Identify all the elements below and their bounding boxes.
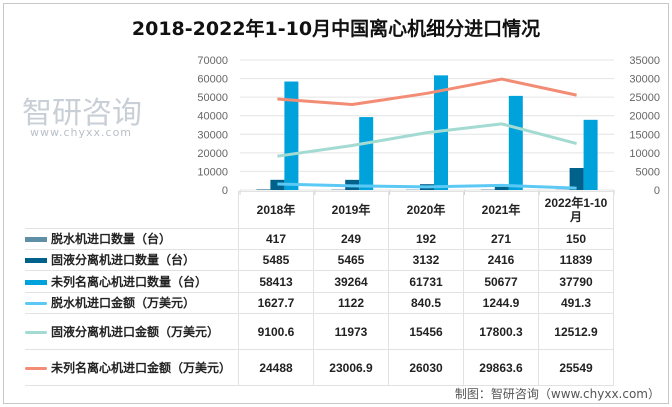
series-name: 脱水机进口数量（台） bbox=[51, 232, 172, 246]
series-name: 脱水机进口金额（万美元） bbox=[51, 296, 196, 310]
bar-2 bbox=[508, 95, 523, 190]
left-axis-tick: 10000 bbox=[197, 166, 228, 178]
right-axis-tick: 25000 bbox=[629, 92, 660, 104]
table-header-row: 2018年 2019年 2020年 2021年 2022年1-10月 bbox=[25, 191, 614, 229]
left-axis-tick: 70000 bbox=[197, 55, 228, 67]
line-series-1 bbox=[277, 122, 577, 158]
table-cell: 24488 bbox=[238, 349, 314, 386]
table-cell: 192 bbox=[388, 228, 464, 250]
right-axis-tick: 20000 bbox=[629, 111, 660, 123]
chart-frame bbox=[3, 3, 669, 404]
left-axis-tick: 30000 bbox=[197, 129, 228, 141]
data-table: 2018年 2019年 2020年 2021年 2022年1-10月 脱水机进口数量（台）… bbox=[25, 191, 614, 386]
category-label: 2020年 bbox=[388, 191, 464, 229]
table-row: 脱水机进口金额（万美元） 1627.7 1122 840.5 1244.9 491.3 bbox=[25, 292, 614, 314]
table-cell: 29863.6 bbox=[463, 349, 539, 386]
table-cell: 39264 bbox=[313, 270, 389, 293]
legend-swatch bbox=[25, 302, 47, 305]
table-cell: 11839 bbox=[538, 249, 614, 271]
series-name: 固液分离机进口金额（万美元） bbox=[51, 324, 220, 339]
legend-swatch bbox=[25, 330, 47, 334]
left-axis-tick: 20000 bbox=[197, 148, 228, 160]
right-axis-tick: 15000 bbox=[629, 129, 660, 141]
table-cell: 58413 bbox=[238, 270, 314, 293]
table-cell: 249 bbox=[313, 228, 389, 250]
right-axis-tick: 35000 bbox=[629, 55, 660, 67]
table-cell: 1244.9 bbox=[463, 292, 539, 314]
table-cell: 25549 bbox=[538, 349, 614, 386]
table-row: 脱水机进口数量（台） 417 249 192 271 150 bbox=[25, 228, 614, 250]
legend-swatch bbox=[25, 279, 47, 285]
series-name: 固液分离机进口数量（台） bbox=[51, 253, 196, 267]
table-cell: 26030 bbox=[388, 349, 464, 386]
legend-swatch bbox=[25, 237, 47, 242]
series-name: 未列名离心机进口金额（万美元） bbox=[51, 360, 232, 375]
table-cell: 417 bbox=[238, 228, 314, 250]
right-axis-tick: 5000 bbox=[636, 166, 660, 178]
right-axis-tick: 30000 bbox=[629, 74, 660, 86]
category-label: 2021年 bbox=[463, 191, 539, 229]
table-row: 未列名离心机进口数量（台） 58413 39264 61731 50677 37790 bbox=[25, 270, 614, 293]
line-series-0 bbox=[277, 182, 577, 190]
bar-0 bbox=[256, 189, 271, 190]
table-cell: 11973 bbox=[313, 313, 389, 350]
table-cell: 15456 bbox=[388, 313, 464, 350]
right-axis-tick: 10000 bbox=[629, 148, 660, 160]
category-label: 2018年 bbox=[238, 191, 314, 229]
left-axis-tick: 40000 bbox=[197, 111, 228, 123]
table-cell: 61731 bbox=[388, 270, 464, 293]
category-label: 2022年1-10月 bbox=[538, 191, 614, 229]
table-cell: 23006.9 bbox=[313, 349, 389, 386]
bar-1 bbox=[494, 185, 509, 190]
table-row: 未列名离心机进口金额（万美元） 24488 23006.9 26030 29863.6 2… bbox=[25, 349, 614, 386]
table-cell: 17800.3 bbox=[463, 313, 539, 350]
bar-2 bbox=[434, 75, 448, 190]
right-axis-tick: 0 bbox=[654, 185, 660, 197]
table-cell: 5465 bbox=[313, 249, 389, 271]
table-cell: 150 bbox=[538, 228, 614, 250]
table-cell: 1627.7 bbox=[238, 292, 314, 314]
left-axis-tick: 50000 bbox=[197, 92, 228, 104]
legend-swatch bbox=[25, 258, 47, 263]
watermark-logo: 智研咨询 bbox=[22, 96, 142, 131]
table-row: 固液分离机进口数量（台） 5485 5465 3132 2416 11839 bbox=[25, 249, 614, 271]
watermark-url: www.chyxx.com bbox=[30, 126, 133, 139]
table-cell: 37790 bbox=[538, 270, 614, 293]
chart-title: 2018-2022年1-10月中国离心机细分进口情况 bbox=[131, 18, 541, 40]
table-cell: 12512.9 bbox=[538, 313, 614, 350]
bar-0 bbox=[480, 189, 495, 190]
table-cell: 50677 bbox=[463, 270, 539, 293]
table-cell: 5485 bbox=[238, 249, 314, 271]
series-name: 未列名离心机进口数量（台） bbox=[51, 274, 208, 289]
table-row: 固液分离机进口金额（万美元） 9100.6 11973 15456 17800.3 125… bbox=[25, 313, 614, 350]
table-cell: 9100.6 bbox=[238, 313, 314, 350]
category-label: 2019年 bbox=[313, 191, 389, 229]
left-axis-tick: 60000 bbox=[197, 74, 228, 86]
left-axis-tick: 0 bbox=[222, 185, 228, 197]
bar-1 bbox=[569, 168, 584, 190]
table-cell: 271 bbox=[463, 228, 539, 250]
table-cell: 2416 bbox=[463, 249, 539, 271]
line-series-2 bbox=[277, 77, 577, 107]
table-cell: 1122 bbox=[313, 292, 389, 314]
bar-2 bbox=[284, 81, 299, 190]
table-cell: 491.3 bbox=[538, 292, 614, 314]
bar-2 bbox=[359, 117, 374, 190]
credit-text: 制图：智研咨询（www.chyxx.com） bbox=[454, 387, 660, 401]
legend-swatch bbox=[25, 366, 47, 370]
table-cell: 3132 bbox=[388, 249, 464, 271]
bar-2 bbox=[583, 119, 598, 190]
table-cell: 840.5 bbox=[388, 292, 464, 314]
